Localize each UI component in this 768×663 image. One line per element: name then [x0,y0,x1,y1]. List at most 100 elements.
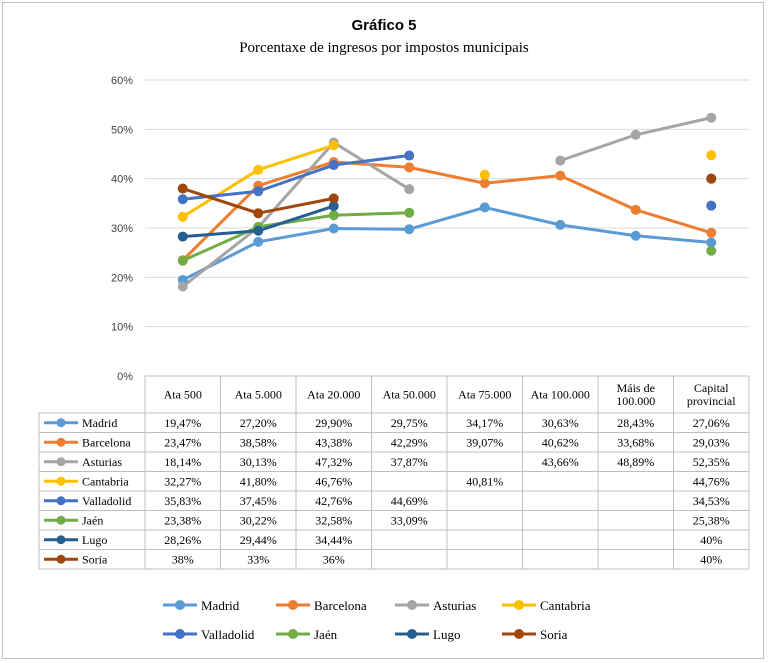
legend-marker [288,600,298,610]
table-row-label: Barcelona [82,435,131,449]
table-row-label: Cantabria [82,474,129,488]
data-point-asturias [177,281,188,292]
data-label: 28,26% [164,533,201,547]
legend-marker [514,600,524,610]
data-label: 32,27% [164,474,201,488]
data-label: 42,29% [391,435,428,449]
data-label: 30,13% [240,455,277,469]
data-point-asturias [706,112,717,123]
series-line-asturias [181,141,411,289]
data-label: 32,58% [315,513,352,527]
data-label: 39,07% [466,435,503,449]
legend-marker [514,629,524,639]
legend-key-marker [56,515,66,525]
y-tick-label: 20% [111,272,133,284]
data-point-madrid [555,219,566,230]
table-row-label: Valladolid [82,494,131,508]
series-line-valladolid [181,154,411,201]
data-label: 33% [247,552,269,566]
data-label: 40,62% [542,435,579,449]
legend-label: Madrid [201,598,240,613]
series-line-barcelona [181,160,713,262]
legend-key-marker [56,457,66,467]
data-point-valladolid [404,150,415,161]
table-row-label: Madrid [82,416,117,430]
table-row-label: Soria [82,552,108,566]
x-category-label: 100.000 [616,394,655,408]
legend-key-marker [56,535,66,545]
data-point-soria [328,193,339,204]
data-label: 25,38% [693,513,730,527]
data-label: 27,20% [240,416,277,430]
data-point-cantabria [706,150,717,161]
data-label: 29,75% [391,416,428,430]
data-label: 29,44% [240,533,277,547]
data-point-soria [706,173,717,184]
legend-key-marker [56,437,66,447]
data-label: 41,80% [240,474,277,488]
data-label: 30,22% [240,513,277,527]
legend-key-marker [56,554,66,564]
data-point-cantabria [328,140,339,151]
legend-label: Cantabria [540,598,591,613]
x-category-label: Ata 75.000 [458,388,511,402]
data-point-barcelona [404,162,415,173]
x-category-label: Ata 20.000 [307,388,360,402]
legend-marker [175,600,185,610]
y-tick-label: 0% [117,371,133,383]
legend-label: Barcelona [314,598,367,613]
data-point-soria [253,208,264,219]
data-point-madrid [479,202,490,213]
y-tick-label: 30% [111,223,133,235]
data-point-barcelona [555,170,566,181]
y-tick-label: 10% [111,322,133,334]
data-label: 40% [700,533,722,547]
data-label: 44,76% [693,474,730,488]
data-point-valladolid [328,160,339,171]
data-point-valladolid [177,194,188,205]
data-point-jaén [328,210,339,221]
data-label: 46,76% [315,474,352,488]
data-point-barcelona [706,227,717,238]
data-label: 47,32% [315,455,352,469]
legend-marker [175,629,185,639]
legend-key-marker [56,476,66,486]
data-point-madrid [253,236,264,247]
x-category-label: Ata 500 [164,388,202,402]
x-category-label: Ata 5.000 [235,388,282,402]
data-label: 38% [172,552,194,566]
data-point-asturias [555,155,566,166]
series-lines [181,116,713,289]
data-point-barcelona [479,178,490,189]
data-point-soria [177,183,188,194]
series-line-jaén [181,211,411,263]
data-label: 43,66% [542,455,579,469]
x-category-label: Máis de [617,381,655,395]
y-tick-label: 50% [111,124,133,136]
series-points [177,112,717,292]
data-point-cantabria [479,169,490,180]
data-label: 30,63% [542,416,579,430]
data-point-valladolid [253,186,264,197]
chart-subtitle: Porcentaxe de ingresos por impostos muni… [239,40,529,56]
legend-marker [407,600,417,610]
data-label: 48,89% [617,455,654,469]
legend-marker [407,629,417,639]
data-label: 29,03% [693,435,730,449]
data-point-madrid [328,223,339,234]
data-label: 34,17% [466,416,503,430]
data-point-lugo [177,231,188,242]
data-label: 29,90% [315,416,352,430]
data-point-jaén [404,207,415,218]
data-table: Ata 500 Ata 5.000 Ata 20.000 Ata 50.000 Ata … [38,375,750,570]
data-label: 40,81% [466,474,503,488]
legend-marker [288,629,298,639]
y-tick-label: 40% [111,174,133,186]
line-chart: Gráfico 5 Porcentaxe de ingresos por imp… [38,17,750,642]
data-point-jaén [177,255,188,266]
data-label: 34,53% [693,494,730,508]
gridlines [145,79,749,328]
data-label: 18,14% [164,455,201,469]
data-point-madrid [706,237,717,248]
